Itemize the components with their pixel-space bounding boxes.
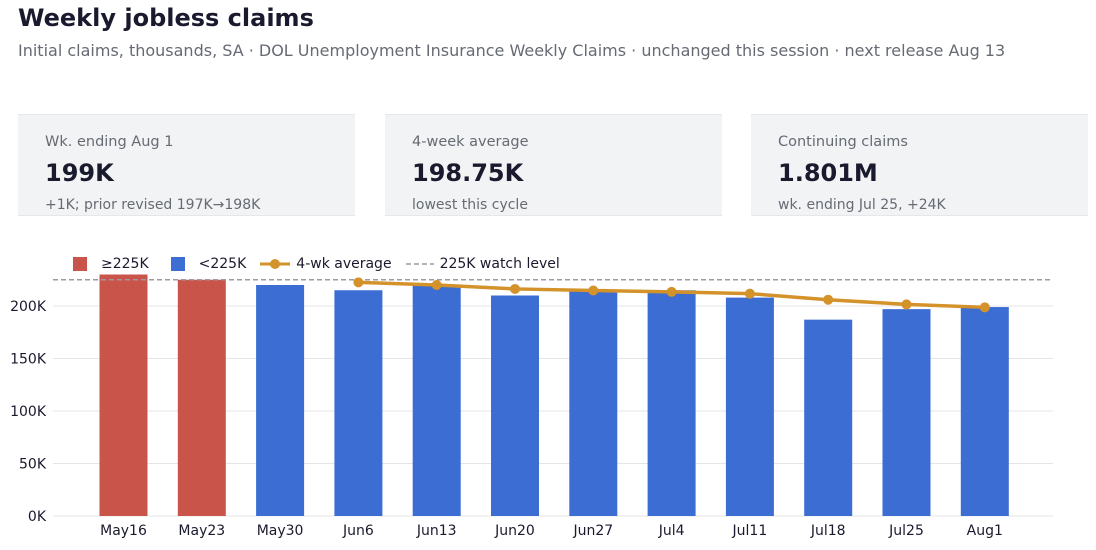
stat-card-note: wk. ending Jul 25, +24K xyxy=(778,197,946,213)
x-tick-label: Jun13 xyxy=(416,523,457,539)
bar-jun20 xyxy=(491,295,539,516)
legend-swatch-high xyxy=(73,257,87,271)
legend-item-average: 4-wk average xyxy=(260,256,392,272)
x-tick-label: Jun27 xyxy=(572,523,613,539)
legend-item-low: <225K xyxy=(170,256,247,272)
x-tick-label: Jul18 xyxy=(810,523,846,539)
stat-card-value: 199K xyxy=(45,159,114,187)
stat-card-note: +1K; prior revised 197K→198K xyxy=(45,197,261,213)
bar-jul18 xyxy=(804,319,853,516)
stat-card-note: lowest this cycle xyxy=(412,197,528,213)
average-point xyxy=(431,280,442,290)
x-tick-label: Jun20 xyxy=(494,523,535,539)
stat-card-continuing-claims: Continuing claims 1.801M wk. ending Jul … xyxy=(751,114,1088,216)
legend-item-watch-level: 225K watch level xyxy=(405,256,560,272)
legend-swatch-average xyxy=(260,259,291,269)
bar-may16 xyxy=(99,274,148,516)
y-tick-label: 100K xyxy=(10,404,47,420)
stat-card-latest-week: Wk. ending Aug 1 199K +1K; prior revised… xyxy=(18,114,355,216)
bar-may23 xyxy=(177,279,226,516)
legend-swatch-watch-level xyxy=(405,263,434,265)
y-tick-label: 200K xyxy=(10,299,47,315)
legend-label-average: 4-wk average xyxy=(296,256,392,272)
bar-jun13 xyxy=(412,285,461,516)
bar-jul4 xyxy=(647,290,696,516)
page-subtitle: Initial claims, thousands, SA · DOL Unem… xyxy=(18,41,1006,60)
legend-label-high: ≥225K xyxy=(101,256,149,272)
stat-card-value: 1.801M xyxy=(778,159,878,187)
claims-chart: 0K 50K 100K 150K 200K May16 May23 May30 Jun6 Jun1… xyxy=(10,274,1053,539)
stat-card-label: Wk. ending Aug 1 xyxy=(45,134,174,150)
y-tick-label: 0K xyxy=(28,509,47,525)
x-tick-label: Jul4 xyxy=(658,523,685,539)
x-tick-label: May30 xyxy=(257,523,304,539)
average-point xyxy=(588,285,599,296)
legend-item-high: ≥225K xyxy=(73,256,149,272)
average-point xyxy=(901,299,912,310)
x-tick-label: Jul25 xyxy=(888,523,924,539)
y-tick-label: 150K xyxy=(10,352,47,368)
x-tick-label: May16 xyxy=(100,523,147,539)
bar-jun27 xyxy=(569,291,618,516)
x-tick-label: Jun6 xyxy=(342,523,374,539)
bar-aug1 xyxy=(960,307,1009,516)
x-tick-label: Jul11 xyxy=(732,523,768,539)
y-tick-label: 50K xyxy=(19,457,47,473)
average-point xyxy=(666,286,677,297)
legend-swatch-low xyxy=(170,257,185,271)
bar-jul11 xyxy=(725,297,774,516)
bar-jun6 xyxy=(334,290,383,516)
average-point xyxy=(744,288,755,299)
page-title: Weekly jobless claims xyxy=(18,4,314,32)
chart-legend: ≥225K <225K 4-wk average 225K watch leve… xyxy=(73,256,574,272)
stat-card-value: 198.75K xyxy=(412,159,524,187)
legend-label-low: <225K xyxy=(198,256,247,272)
average-point xyxy=(510,283,520,294)
average-point xyxy=(979,302,990,313)
stat-card-label: Continuing claims xyxy=(778,134,908,150)
stat-card-four-week-average: 4-week average 198.75K lowest this cycle xyxy=(385,114,722,216)
bar-may30 xyxy=(256,285,305,516)
stat-card-label: 4-week average xyxy=(412,134,529,150)
bar-jul25 xyxy=(882,309,931,516)
legend-label-watch-level: 225K watch level xyxy=(439,256,560,272)
average-point xyxy=(353,277,364,288)
average-point xyxy=(823,294,834,305)
x-tick-label: May23 xyxy=(178,523,225,539)
x-tick-label: Aug1 xyxy=(967,523,1003,539)
